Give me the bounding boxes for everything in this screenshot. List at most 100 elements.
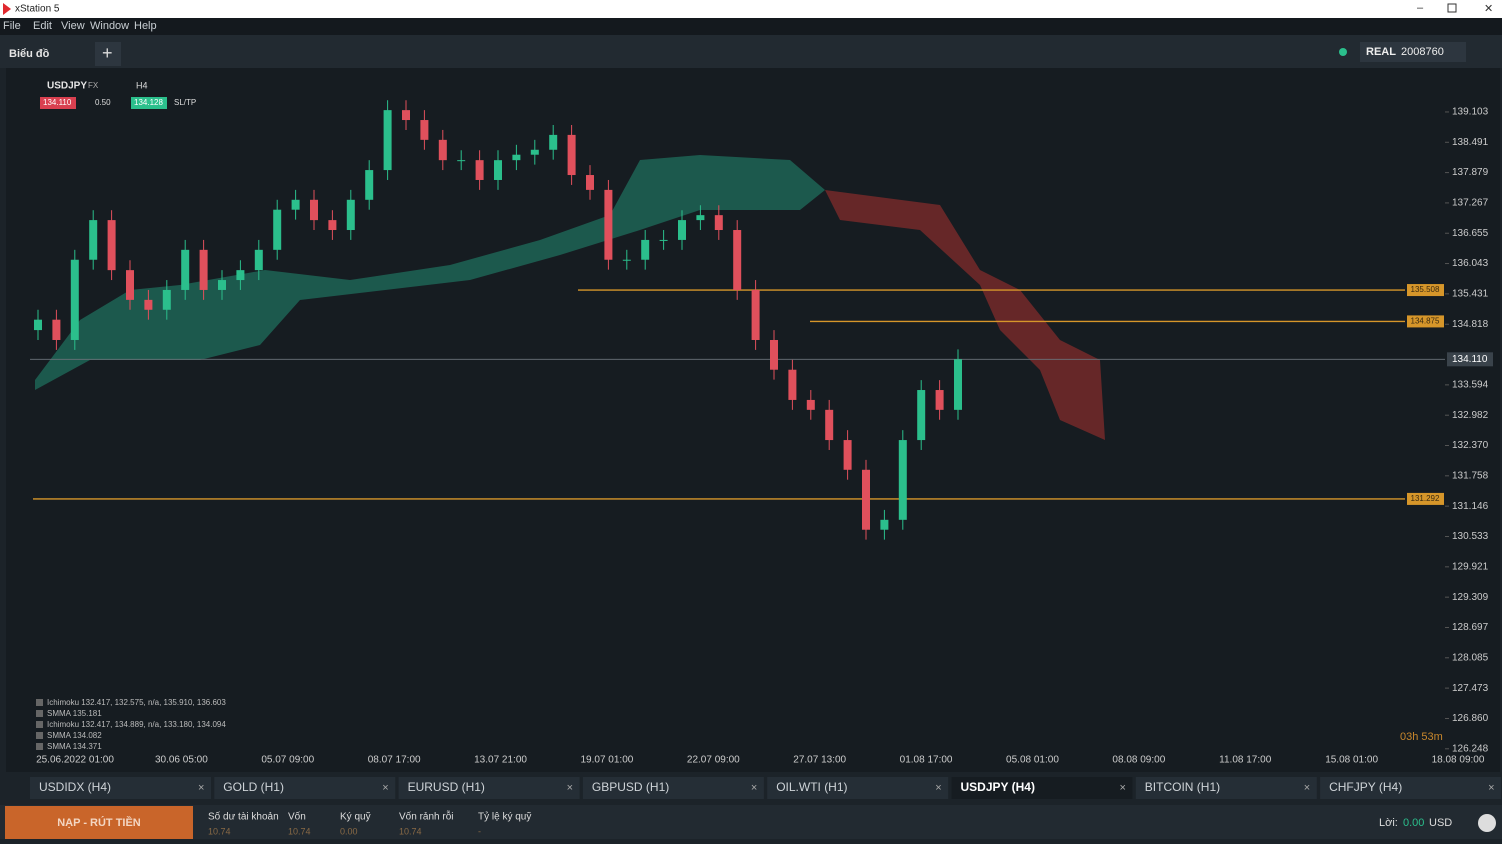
x-tick-label: 25.06.2022 01:00: [36, 755, 114, 766]
x-tick-label: 08.08 09:00: [1112, 755, 1165, 766]
tab-close[interactable]: ×: [382, 782, 388, 794]
maximize[interactable]: [1447, 3, 1457, 13]
chart: 139.103 138.491 137.879 137.267 136.655 136.0…: [30, 100, 1493, 766]
candle-body: [494, 160, 502, 180]
price-level-tag: [1407, 492, 1444, 505]
candle-body: [70, 259, 79, 340]
candle-body: [52, 319, 61, 340]
x-tick-label: 27.07 13:00: [793, 755, 846, 766]
y-tick-label: 134.818: [1452, 319, 1489, 330]
tab[interactable]: [767, 777, 949, 799]
price-level-tag: [1407, 284, 1444, 297]
candle-body: [770, 339, 778, 370]
price-level-tag: [1407, 315, 1444, 328]
y-tick-label: 132.982: [1452, 410, 1489, 421]
deposit-label: NẠP - RÚT TIỀN: [57, 816, 141, 829]
x-tick-label: 11.08 17:00: [1219, 755, 1272, 766]
account-value: 0.00: [340, 826, 358, 836]
tab[interactable]: [30, 777, 211, 799]
candle-body: [788, 369, 797, 400]
add-tab[interactable]: [95, 42, 121, 66]
candle-body: [880, 519, 889, 530]
candle-body: [659, 239, 668, 241]
candle-body: [641, 239, 650, 260]
menu-item[interactable]: Window: [90, 20, 129, 32]
account-label: Vốn rảnh rỗi: [399, 810, 453, 823]
x-tick-label: 05.07 09:00: [261, 755, 314, 766]
y-tick-label: 135.431: [1452, 289, 1489, 300]
tab[interactable]: [582, 777, 764, 799]
close[interactable]: ✕: [1484, 3, 1493, 15]
x-tick-label: 18.08 09:00: [1432, 755, 1485, 766]
ask-box[interactable]: [131, 97, 167, 109]
candle-body: [604, 189, 613, 260]
candle-body: [457, 160, 466, 162]
currency: USD: [1429, 817, 1452, 829]
candle-body: [162, 289, 171, 310]
sltp[interactable]: SL/TP: [174, 98, 196, 107]
tab-close[interactable]: ×: [567, 782, 573, 794]
candle-body: [714, 215, 723, 231]
window-title: xStation 5: [15, 4, 60, 15]
menu-item[interactable]: View: [61, 20, 85, 32]
y-tick-label: 130.533: [1452, 531, 1489, 542]
ask: 134.128: [134, 98, 163, 107]
status-bar: [0, 805, 1502, 839]
account-type: REAL: [1366, 46, 1396, 58]
tab-label: GBPUSD (H1): [592, 780, 669, 794]
candle-body: [512, 154, 521, 161]
tab-label: GOLD (H1): [223, 780, 284, 794]
account-value: 10.74: [208, 826, 231, 836]
candle-body: [586, 175, 594, 190]
chart-tab[interactable]: Biểu đồ: [9, 48, 50, 60]
candle-body: [218, 280, 226, 290]
y-tick-label: 133.594: [1452, 380, 1489, 391]
tab-close[interactable]: ×: [1304, 782, 1310, 794]
bid-box[interactable]: [40, 97, 76, 109]
candle-body: [917, 390, 926, 441]
candle-body: [254, 249, 263, 271]
profit-value: 0.00: [1403, 817, 1424, 829]
tab-label: OIL.WTI (H1): [776, 780, 847, 794]
profit-label: Lời:: [1379, 817, 1398, 829]
tab-close[interactable]: ×: [935, 782, 941, 794]
deposit-button[interactable]: [5, 806, 193, 839]
candle-body: [199, 249, 208, 290]
tab-close[interactable]: ×: [198, 782, 204, 794]
candle-body: [365, 170, 374, 200]
candle-body: [862, 469, 870, 530]
tab[interactable]: [1320, 777, 1502, 799]
help[interactable]: [1478, 814, 1496, 832]
menu-item[interactable]: Help: [134, 20, 157, 32]
candle-body: [622, 259, 631, 261]
account-box[interactable]: [1360, 42, 1466, 62]
bid: 134.110: [43, 98, 72, 107]
indicator-icon: [36, 710, 43, 717]
tab[interactable]: [1135, 777, 1317, 799]
x-tick-label: 15.08 01:00: [1325, 755, 1378, 766]
minimize[interactable]: –: [1417, 2, 1424, 14]
candle-body: [733, 230, 742, 290]
tab[interactable]: [398, 777, 580, 799]
x-tick-label: 30.06 05:00: [155, 755, 208, 766]
tab[interactable]: [214, 777, 396, 799]
y-tick-label: 128.085: [1452, 652, 1489, 663]
volume[interactable]: 0.50: [95, 98, 111, 107]
indicator-text: Ichimoku 132.417, 134.889, n/a, 133.180,…: [47, 720, 226, 729]
interval[interactable]: H4: [136, 80, 148, 90]
menu-item[interactable]: File: [3, 20, 21, 32]
symbol[interactable]: USDJPY: [47, 81, 87, 92]
tab-close[interactable]: ×: [1120, 782, 1126, 794]
price-level-label: 135.508: [1411, 285, 1440, 294]
indicator-icon: [36, 699, 43, 706]
candle-body: [236, 270, 245, 281]
tab-close[interactable]: ×: [751, 782, 757, 794]
tab[interactable]: [951, 777, 1133, 799]
candle-body: [806, 399, 815, 410]
tab-close[interactable]: ×: [1488, 782, 1494, 794]
candle-body: [383, 110, 392, 171]
menu-item[interactable]: Edit: [33, 20, 52, 32]
account-id: 2008760: [1401, 46, 1444, 58]
current-price-label: 134.110: [1452, 354, 1488, 365]
current-price-tag: [1447, 352, 1493, 367]
